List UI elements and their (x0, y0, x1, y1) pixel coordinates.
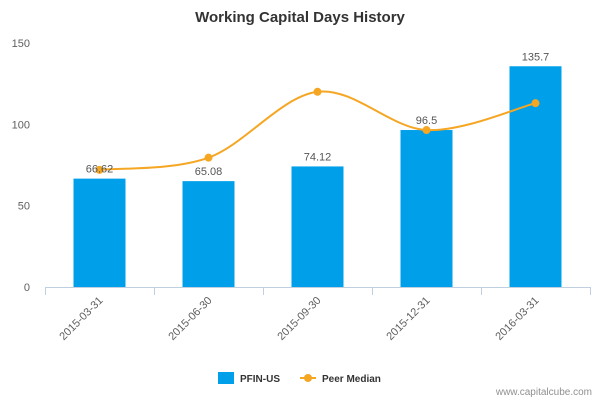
bar (182, 181, 235, 287)
data-labels: 66.62 65.08 74.12 96.5 135.7 (86, 51, 550, 178)
x-tick-label: 2015-06-30 (166, 295, 214, 343)
peer-median-point (95, 165, 104, 174)
bar (400, 130, 453, 287)
legend-swatch-bar (218, 372, 234, 384)
bar (291, 166, 344, 287)
legend-label: Peer Median (322, 374, 381, 385)
legend-label: PFIN-US (240, 374, 280, 385)
bar-data-label: 74.12 (304, 151, 332, 163)
bar-series (73, 66, 562, 288)
x-tick-label: 2015-12-31 (384, 295, 432, 343)
y-tick-label: 150 (12, 38, 30, 50)
peer-median-point (313, 87, 322, 96)
y-tick-label: 50 (18, 201, 30, 213)
bar-data-label: 66.62 (86, 164, 114, 176)
y-tick-label: 0 (24, 282, 30, 294)
bar (73, 178, 126, 287)
peer-median-point (531, 99, 540, 108)
x-tick-label: 2015-09-30 (275, 295, 323, 343)
legend: PFIN-US Peer Median (218, 372, 381, 385)
credit-text: www.capitalcube.com (495, 387, 592, 398)
x-tick-label: 2016-03-31 (493, 295, 541, 343)
y-tick-label: 100 (12, 119, 30, 131)
bar-data-label: 65.08 (195, 166, 223, 178)
peer-median-point (422, 126, 431, 135)
legend-swatch-marker (304, 374, 312, 382)
peer-median-series (95, 87, 540, 174)
bar-data-label: 135.7 (522, 51, 550, 63)
peer-median-point (204, 153, 213, 162)
chart-title: Working Capital Days History (195, 9, 405, 26)
bar-data-label: 96.5 (416, 115, 437, 127)
x-tick-label: 2015-03-31 (57, 295, 105, 343)
